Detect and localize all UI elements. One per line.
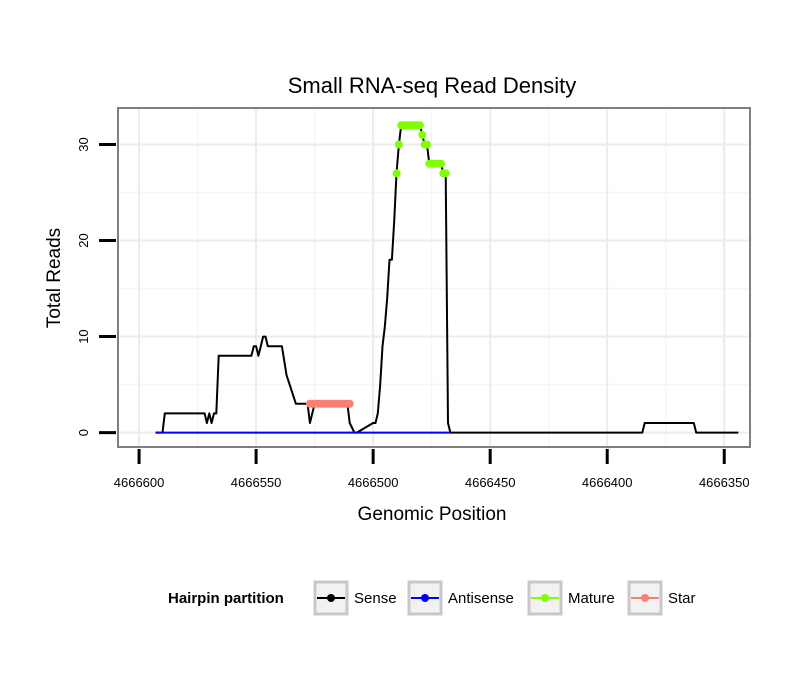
legend-label-star: Star bbox=[668, 590, 696, 607]
chart-title: Small RNA-seq Read Density bbox=[288, 73, 577, 98]
x-tick-label: 4666400 bbox=[582, 475, 633, 490]
axes: 4666600 4666550 4666500 4666450 4666400 46663… bbox=[76, 137, 750, 490]
data-point-mature bbox=[422, 140, 431, 149]
y-axis-title: Total Reads bbox=[44, 228, 65, 328]
y-tick-label: 30 bbox=[76, 137, 91, 151]
data-point-mature bbox=[418, 130, 427, 139]
legend-item-mature: Mature bbox=[527, 580, 615, 616]
legend-key-point bbox=[641, 594, 649, 602]
plot-panel-border bbox=[117, 107, 751, 448]
series-layer bbox=[155, 121, 739, 434]
data-point-mature bbox=[441, 169, 450, 178]
x-tick-label: 4666550 bbox=[231, 475, 282, 490]
y-tick-label: 10 bbox=[76, 329, 91, 343]
x-tick-label: 4666350 bbox=[699, 475, 750, 490]
y-tick-label: 0 bbox=[76, 429, 91, 436]
legend-label-sense: Sense bbox=[354, 590, 397, 607]
data-point-mature bbox=[394, 140, 403, 149]
legend-key-point bbox=[421, 594, 429, 602]
legend: Hairpin partition Sense Antisense Mature St… bbox=[168, 580, 696, 616]
legend-label-mature: Mature bbox=[568, 590, 615, 607]
grid bbox=[118, 108, 750, 447]
x-tick-label: 4666450 bbox=[465, 475, 516, 490]
data-point-star bbox=[345, 399, 354, 408]
data-point-mature bbox=[392, 169, 401, 178]
x-tick-label: 4666600 bbox=[114, 475, 165, 490]
legend-title: Hairpin partition bbox=[168, 590, 284, 607]
legend-key-point bbox=[541, 594, 549, 602]
data-point-mature bbox=[415, 121, 424, 130]
y-tick-label: 20 bbox=[76, 233, 91, 247]
x-tick-label: 4666500 bbox=[348, 475, 399, 490]
legend-key-point bbox=[327, 594, 335, 602]
data-point-mature bbox=[437, 159, 446, 168]
legend-label-antisense: Antisense bbox=[448, 590, 514, 607]
x-axis-title: Genomic Position bbox=[358, 504, 507, 525]
legend-item-sense: Sense bbox=[313, 580, 397, 616]
legend-item-star: Star bbox=[627, 580, 696, 616]
legend-item-antisense: Antisense bbox=[407, 580, 514, 616]
